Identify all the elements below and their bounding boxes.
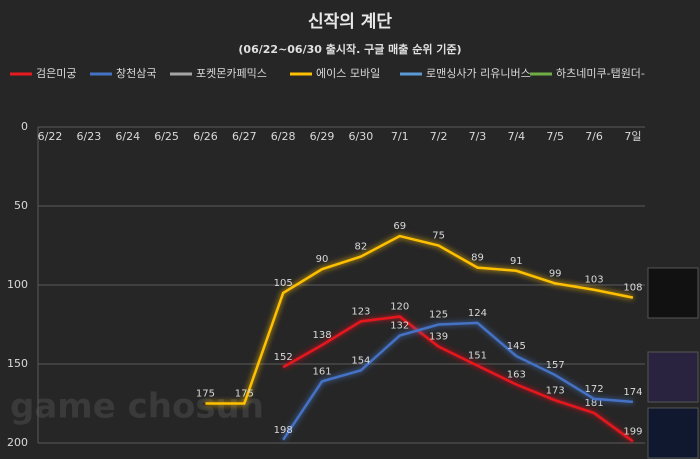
thumbnail — [647, 267, 699, 319]
data-label: 175 — [235, 389, 254, 400]
x-tick-label: 7/5 — [546, 130, 564, 143]
data-label: 139 — [429, 332, 448, 343]
legend-label: 하츠네미쿠-탭원더- — [556, 66, 645, 80]
x-tick-label: 6/22 — [38, 130, 63, 143]
data-label: 175 — [196, 389, 215, 400]
data-label: 108 — [623, 283, 642, 294]
data-label: 154 — [351, 355, 370, 366]
x-tick-label: 7일 — [624, 129, 641, 143]
x-tick-label: 6/28 — [271, 130, 296, 143]
x-tick-label: 6/27 — [232, 130, 257, 143]
data-label: 103 — [584, 275, 603, 286]
data-label: 198 — [274, 425, 293, 436]
data-label: 91 — [510, 256, 523, 267]
y-tick-label: 50 — [14, 199, 28, 212]
legend-label: 에이스 모바일 — [316, 66, 380, 80]
series-line — [282, 315, 634, 443]
legend-label: 창천삼국 — [116, 66, 156, 80]
data-label: 181 — [584, 398, 603, 409]
data-label: 125 — [429, 310, 448, 321]
legend-label: 로맨싱사가 리유니버스 — [426, 67, 531, 80]
data-label: 82 — [355, 242, 368, 253]
data-label: 89 — [471, 253, 484, 264]
thumbnail — [647, 407, 699, 459]
data-label: 105 — [274, 278, 293, 289]
x-tick-label: 6/26 — [193, 130, 218, 143]
chart-subtitle: (06/22~06/30 출시작. 구글 매출 순위 기준) — [238, 42, 461, 56]
data-label: 161 — [312, 366, 331, 377]
data-label: 120 — [390, 302, 409, 313]
legend-label: 포켓몬카페믹스 — [196, 67, 267, 80]
data-label: 172 — [584, 384, 603, 395]
data-label: 199 — [623, 426, 642, 437]
x-tick-label: 6/23 — [77, 130, 102, 143]
data-label: 99 — [549, 268, 562, 279]
data-label: 124 — [468, 308, 487, 319]
data-label: 90 — [316, 254, 329, 265]
y-tick-label: 100 — [7, 278, 28, 291]
y-tick-label: 150 — [7, 357, 28, 370]
data-label: 145 — [507, 341, 526, 352]
data-label: 123 — [351, 306, 370, 317]
x-tick-label: 6/29 — [310, 130, 335, 143]
data-label: 173 — [546, 385, 565, 396]
thumbnail — [647, 351, 699, 403]
series-line — [205, 234, 634, 405]
data-label: 151 — [468, 351, 487, 362]
legend-label: 검은미궁 — [36, 67, 76, 80]
x-tick-label: 6/24 — [115, 130, 140, 143]
y-tick-label: 200 — [7, 436, 28, 449]
x-tick-label: 7/2 — [430, 130, 448, 143]
x-tick-label: 7/3 — [469, 130, 487, 143]
data-label: 174 — [623, 387, 642, 398]
data-label: 75 — [432, 231, 445, 242]
x-tick-label: 6/30 — [349, 130, 374, 143]
x-tick-label: 6/25 — [154, 130, 179, 143]
chart-title: 신작의 계단 — [308, 12, 392, 32]
data-label: 132 — [390, 321, 409, 332]
data-label: 157 — [546, 360, 565, 371]
data-label: 152 — [274, 352, 293, 363]
x-tick-label: 7/6 — [585, 130, 603, 143]
series-line — [282, 321, 634, 441]
data-label: 69 — [393, 221, 406, 232]
x-tick-label: 7/4 — [507, 130, 525, 143]
data-label: 138 — [312, 330, 331, 341]
watermark: game chosun — [10, 387, 264, 427]
data-label: 163 — [507, 370, 526, 381]
y-tick-label: 0 — [21, 120, 28, 133]
x-tick-label: 7/1 — [391, 130, 409, 143]
